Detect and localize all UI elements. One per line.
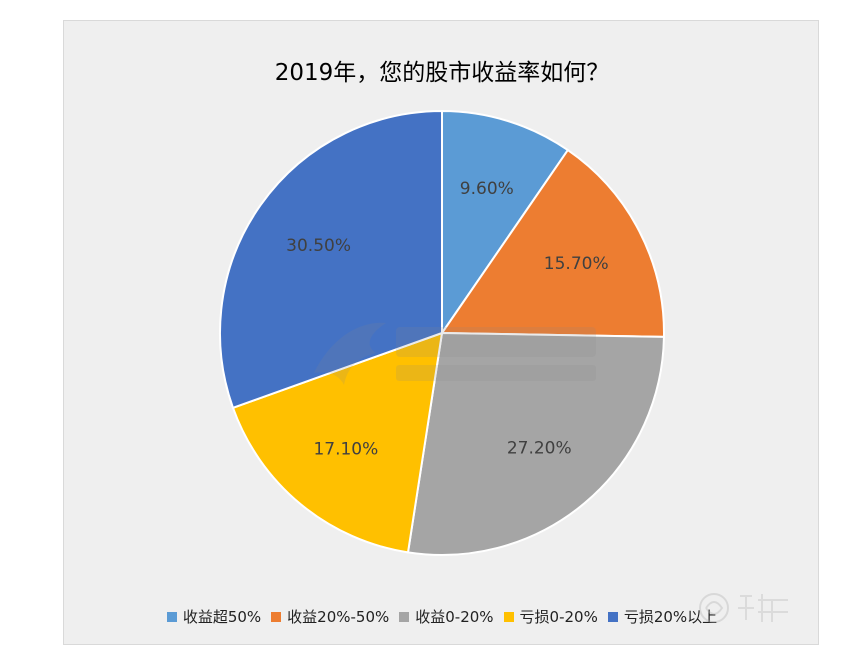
data-label-4: 17.10% [313,439,378,459]
pie-slice-1 [441,109,570,337]
pie-slice-4 [231,331,444,554]
legend-swatch-5 [607,611,618,622]
pie-slice-3 [406,331,665,556]
data-label-2: 15.70% [544,254,609,274]
legend-swatch-2 [271,611,282,622]
legend-item-3: 收益0-20% [399,606,494,627]
data-label-3: 27.20% [507,438,572,458]
chart-area: 2019年，您的股市收益率如何？ 9.60% 15.70% 27.20% 17.10%… [63,20,819,645]
legend-swatch-3 [399,611,410,622]
legend-item-4: 亏损0-20% [503,606,598,627]
legend-label-4: 亏损0-20% [519,608,598,626]
legend-swatch-1 [166,611,177,622]
legend-label-3: 收益0-20% [415,608,494,626]
legend: 收益超50% 收益20%-50% 收益0-20% 亏损0-20% 亏损20%以上 [64,606,820,627]
pie-slice-2 [440,148,665,338]
legend-label-2: 收益20%-50% [287,608,390,626]
legend-item-2: 收益20%-50% [271,606,389,627]
legend-label-1: 收益超50% [182,608,262,626]
legend-swatch-4 [503,611,514,622]
chart-title: 2019年，您的股市收益率如何？ [274,60,610,86]
pie-slice-5 [219,109,443,410]
pie-chart: 9.60% 15.70% 27.20% 17.10% 30.50% [219,109,665,556]
legend-label-5: 亏损20%以上 [623,608,718,626]
legend-item-5: 亏损20%以上 [607,606,718,627]
data-label-1: 9.60% [460,179,514,199]
data-label-5: 30.50% [286,236,351,256]
legend-item-1: 收益超50% [166,606,262,627]
